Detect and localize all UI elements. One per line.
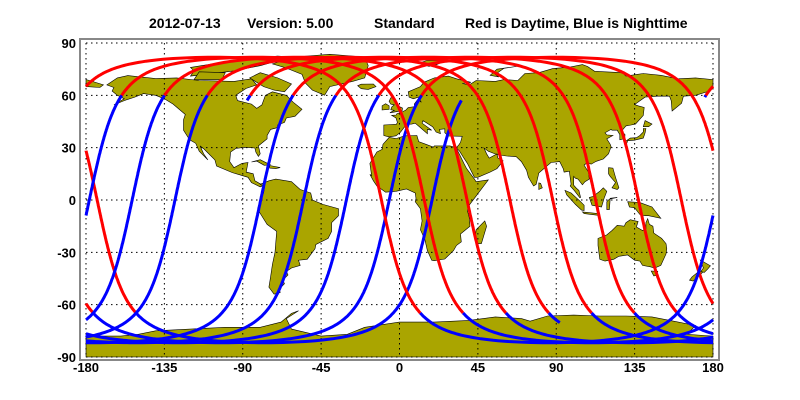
daytime-track-segment xyxy=(291,55,636,314)
x-tick-label: 180 xyxy=(702,360,724,375)
daytime-track-segment xyxy=(84,302,95,314)
daytime-track-segment xyxy=(704,85,715,97)
landmass-hokkaido xyxy=(642,120,653,127)
x-tick-label: 0 xyxy=(396,360,403,375)
nighttime-track-segment xyxy=(85,94,338,345)
title-mode: Standard xyxy=(374,15,435,31)
landmass-honshu xyxy=(624,128,647,148)
x-tick-label: 135 xyxy=(624,360,646,375)
daytime-track-segment xyxy=(120,55,465,314)
y-tick-label: 30 xyxy=(62,141,76,156)
nighttime-track-segment xyxy=(134,99,463,345)
daytime-track-segment xyxy=(84,55,422,314)
x-tick-label: -90 xyxy=(233,360,252,375)
nighttime-track-segment xyxy=(676,311,714,336)
landmass-sumatra xyxy=(564,189,585,211)
landmass-new-guinea xyxy=(627,201,662,219)
landmass-victoria-island xyxy=(193,71,226,80)
landmass-ireland xyxy=(381,103,390,111)
title-date: 2012-07-13 xyxy=(149,15,221,31)
y-tick-label: 60 xyxy=(62,88,76,103)
landmass-sri-lanka xyxy=(538,182,543,190)
nighttime-track-segment xyxy=(245,94,252,102)
x-tick-label: -135 xyxy=(151,360,177,375)
landmass-baffin-island xyxy=(249,72,293,93)
continents xyxy=(85,53,714,358)
x-tick-label: 90 xyxy=(549,360,563,375)
nighttime-track-segment xyxy=(84,94,381,345)
landmass-hispaniola xyxy=(269,165,281,169)
daytime-track-segment xyxy=(334,55,679,314)
x-tick-label: -180 xyxy=(73,360,99,375)
x-tick-label: -45 xyxy=(312,360,331,375)
landmass-borneo xyxy=(588,187,608,208)
nighttime-track-segment xyxy=(547,311,561,324)
daytime-track-segment xyxy=(84,149,138,314)
title-version: Version: 5.00 xyxy=(247,15,334,31)
daytime-track-segment xyxy=(163,55,507,314)
daytime-track-segment xyxy=(206,55,550,314)
nighttime-track-segment xyxy=(85,94,166,322)
landmass-south-america xyxy=(258,178,339,295)
y-tick-label: -30 xyxy=(57,245,76,260)
landmass-north-america xyxy=(106,75,303,188)
plot-frame xyxy=(79,38,720,361)
daytime-track-segment xyxy=(377,55,715,305)
y-tick-label: 0 xyxy=(69,193,76,208)
y-tick-label: -60 xyxy=(57,298,76,313)
landmass-iceland xyxy=(357,83,377,90)
satellite-tracks xyxy=(84,55,715,345)
nighttime-track-segment xyxy=(419,214,715,345)
y-tick-label: -90 xyxy=(57,350,76,365)
nighttime-track-segment xyxy=(703,94,708,98)
y-tick-labels: 90 60 30 0 -30 -60 -90 xyxy=(57,36,76,365)
x-tick-labels: -180 -135 -90 -45 0 45 90 135 180 xyxy=(73,360,724,375)
nighttime-track-segment xyxy=(504,311,714,345)
nighttime-track-segment xyxy=(91,94,423,345)
landmass-philippines xyxy=(608,167,620,190)
nighttime-track-segment xyxy=(84,94,209,339)
x-tick-label: 45 xyxy=(471,360,485,375)
title-legend: Red is Daytime, Blue is Nighttime xyxy=(465,15,688,31)
landmass-australia xyxy=(597,217,668,269)
daytime-track-segment xyxy=(248,55,593,314)
landmass-java xyxy=(581,211,600,216)
nighttime-track-segment xyxy=(84,94,123,217)
landmass-sulawesi xyxy=(606,197,618,210)
nighttime-track-segment xyxy=(85,94,295,345)
y-tick-label: 90 xyxy=(62,36,76,51)
